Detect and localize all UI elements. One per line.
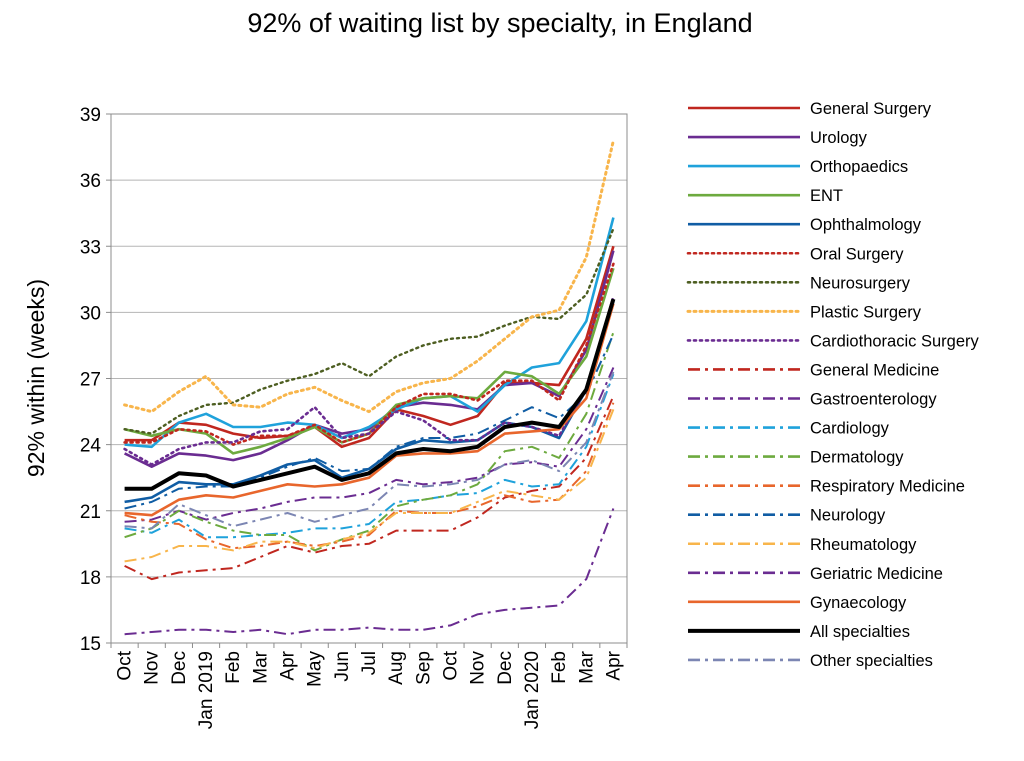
legend: General Surgery Urology Orthopaedics ENT Oph… <box>686 100 979 670</box>
x-tick-label: Jun <box>332 651 353 682</box>
y-tick-label: 15 <box>80 634 101 655</box>
y-axis-label: 92% within (weeks) <box>23 279 49 477</box>
legend-label: General Surgery <box>810 100 932 118</box>
gridlines <box>111 113 627 644</box>
legend-label: Dermatology <box>810 449 904 467</box>
x-tick-label: Nov <box>142 651 163 685</box>
x-tick-label: Feb <box>223 651 244 684</box>
legend-label: Gynaecology <box>810 594 907 612</box>
y-tick-label: 27 <box>80 370 101 391</box>
x-tick-label: Dec <box>169 651 190 685</box>
series-line-all-specialties <box>124 298 616 491</box>
x-tick-label: Mar <box>250 650 271 683</box>
x-tick-label: May <box>305 651 326 687</box>
x-tick-label: Mar <box>576 650 597 683</box>
legend-label: Ophthalmology <box>810 216 922 234</box>
chart-title: 92% of waiting list by specialty, in Eng… <box>247 8 753 38</box>
x-tick-label: Apr <box>603 650 624 680</box>
legend-label: Plastic Surgery <box>810 303 922 321</box>
x-tick-label: Sep <box>413 651 434 685</box>
legend-label: Respiratory Medicine <box>810 478 965 496</box>
series-line-gastroenterology <box>124 367 615 523</box>
x-tick-label: Nov <box>468 651 489 685</box>
x-tick-label: Oct <box>440 650 461 680</box>
x-tick-label: Feb <box>549 651 570 684</box>
legend-label: Other specialties <box>810 652 933 670</box>
x-axis-ticks: Oct Nov Dec Jan 2019 Feb Mar Apr May Jun Jul Aug Se… <box>110 643 628 729</box>
series-line-dermatology <box>124 331 615 552</box>
y-tick-label: 33 <box>80 237 101 258</box>
legend-label: General Medicine <box>810 361 939 379</box>
legend-label: Gastroenterology <box>810 391 937 409</box>
series-line-gynaecology <box>124 303 615 517</box>
series-line-neurology <box>124 333 615 510</box>
series-line-general-medicine <box>124 395 615 581</box>
y-tick-label: 24 <box>80 436 102 457</box>
x-tick-label: Aug <box>386 651 407 685</box>
x-tick-label: Dec <box>495 651 516 685</box>
legend-label: Geriatric Medicine <box>810 565 943 583</box>
legend-label: Cardiothoracic Surgery <box>810 332 979 350</box>
x-tick-label: Jul <box>359 651 380 675</box>
series-line-rheumatology <box>124 409 615 563</box>
x-tick-label: Jan 2019 <box>196 651 217 729</box>
x-tick-label: Oct <box>115 650 136 680</box>
legend-label: Oral Surgery <box>810 245 904 263</box>
y-axis-ticks: 15 18 21 24 27 30 33 36 39 <box>80 105 111 655</box>
legend-label: Neurosurgery <box>810 274 911 292</box>
legend-label: Rheumatology <box>810 536 917 554</box>
series-line-orthopaedics <box>124 217 615 449</box>
series-line-other-specialties <box>124 371 615 530</box>
y-tick-label: 30 <box>80 303 101 324</box>
series-line-urology <box>124 250 615 469</box>
x-tick-label: Jan 2020 <box>522 651 543 729</box>
series-line-geriatric-medicine <box>124 508 615 636</box>
series-line-neurosurgery <box>123 227 615 435</box>
legend-label: Urology <box>810 129 868 147</box>
y-tick-label: 36 <box>80 171 101 192</box>
x-tick-label: Apr <box>278 650 299 680</box>
legend-label: Cardiology <box>810 420 890 438</box>
legend-label: All specialties <box>810 623 910 641</box>
series-line-cardiothoracic-surgery <box>123 295 615 466</box>
legend-label: ENT <box>810 187 843 205</box>
y-tick-label: 39 <box>80 105 101 126</box>
y-tick-label: 21 <box>80 502 101 523</box>
legend-label: Orthopaedics <box>810 158 908 176</box>
series-line-cardiology <box>124 373 615 539</box>
series-line-respiratory-medicine <box>124 402 615 550</box>
y-tick-label: 18 <box>80 568 101 589</box>
legend-label: Neurology <box>810 507 886 525</box>
series-lines <box>123 139 616 636</box>
series-line-plastic-surgery <box>123 139 615 414</box>
